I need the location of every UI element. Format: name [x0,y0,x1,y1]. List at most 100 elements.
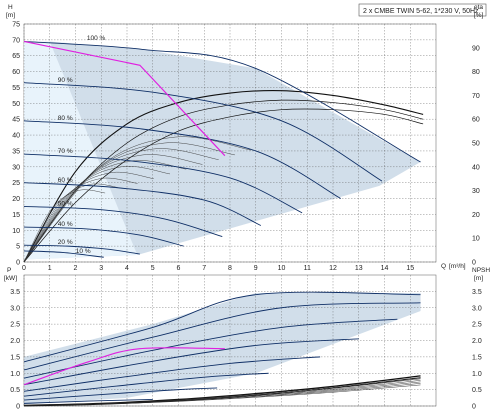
chart-title: 2 x CMBE TWIN 5-62, 1*230 V, 50Hz [363,8,479,15]
x-tick-label: 1 [48,265,52,272]
y-tick-label: 60 [12,69,20,76]
x-axis-unit: [m³/h] [449,263,466,270]
y-tick-label: 50 [12,101,20,108]
speed-label: 10 % [76,248,91,255]
power-curve [23,318,398,379]
x-tick-label: 12 [329,265,337,272]
power-curve [23,338,359,386]
y-tick-label: 75 [12,22,20,29]
y-tick-label: 25 [12,180,20,187]
npsh-tick-label: 2.0 [472,338,482,345]
power-limit-curve [23,347,225,386]
npsh-axis-name: NPSH [472,267,490,274]
y-tick-label: 35 [12,148,20,155]
power-curve [23,387,218,401]
speed-curve [23,226,184,247]
y-tick-label: 15 [12,212,20,219]
speed-curve [23,206,223,238]
npsh-tick-label: 3.0 [472,305,482,312]
power-curve [23,302,421,371]
power-curve [23,291,421,363]
npsh-tick-label: 1.0 [472,371,482,378]
efficiency-curve [23,136,252,263]
y2-tick-label: 70 [472,93,480,100]
x-tick-label: 14 [381,265,389,272]
x-tick-label: 6 [177,265,181,272]
power-tick-label: 3.5 [10,289,20,296]
npsh-tick-label: 3.5 [472,289,482,296]
y2-axis-unit: [%] [474,12,484,19]
speed-label: 70 % [58,148,73,155]
npsh-axis-unit: [m] [474,275,483,282]
y2-tick-label: 20 [472,212,480,219]
efficiency-curve [23,108,424,263]
speed-label: 40 % [58,221,73,228]
efficiency-curve [23,171,154,263]
speed-label: 20 % [58,239,73,246]
x-tick-label: 0 [22,265,26,272]
speed-label: 80 % [58,115,73,122]
npsh-tick-label: 1.5 [472,354,482,361]
y2-tick-label: 40 [472,164,480,171]
power-curve [23,372,269,397]
y-tick-label: 40 [12,133,20,140]
x-axis-name: Q [441,263,446,270]
speed-label: 100 % [87,35,106,42]
operating-area [24,41,421,260]
power-axis-name: P [7,267,11,274]
low-flow-region [24,41,138,260]
efficiency-curve [23,166,171,263]
x-tick-label: 13 [355,265,363,272]
y-tick-label: 45 [12,117,20,124]
y-tick-label: 20 [12,196,20,203]
y2-axis-name: eta [474,4,483,11]
y-tick-label: 30 [12,164,20,171]
y-axis-name: H [8,4,13,11]
x-tick-label: 2 [74,265,78,272]
efficiency-curve [23,89,424,263]
x-tick-label: 3 [99,265,103,272]
power-limit-curve [23,40,226,157]
y2-tick-label: 90 [472,45,480,52]
x-tick-label: 7 [202,265,206,272]
y2-tick-label: 30 [472,188,480,195]
y-tick-label: 65 [12,53,20,60]
y2-tick-label: 10 [472,236,480,243]
title-box [358,3,487,17]
speed-curve [23,244,140,255]
x-tick-label: 9 [254,265,258,272]
speed-label: 90 % [58,77,73,84]
power-tick-label: 0 [16,404,20,411]
speed-curve [23,153,303,214]
y2-tick-label: 0 [472,260,476,267]
efficiency-curve [23,160,187,263]
power-tick-label: 2.5 [10,322,20,329]
speed-label: 50 % [58,201,73,208]
speed-curve [23,250,104,258]
y2-tick-label: 50 [472,141,480,148]
power-tick-label: 2.0 [10,338,20,345]
efficiency-curve [23,177,138,263]
power-curve [23,399,153,404]
x-tick-label: 4 [125,265,129,272]
y-axis-unit: [m] [6,12,15,19]
power-curve [23,356,321,392]
power-tick-label: 3.0 [10,305,20,312]
speed-curve [23,182,262,226]
x-tick-label: 11 [304,265,311,272]
y-tick-label: 5 [16,244,20,251]
speed-curve [23,41,421,163]
power-tick-label: 0.5 [10,387,20,394]
x-tick-label: 15 [406,265,414,272]
y2-tick-label: 60 [472,117,480,124]
power-tick-label: 1.0 [10,371,20,378]
y-tick-label: 70 [12,37,20,44]
speed-curve [23,120,341,199]
power-tick-label: 1.5 [10,354,20,361]
speed-curve [23,82,383,182]
x-tick-label: 8 [228,265,232,272]
x-tick-label: 10 [278,265,286,272]
npsh-tick-label: 2.5 [472,322,482,329]
